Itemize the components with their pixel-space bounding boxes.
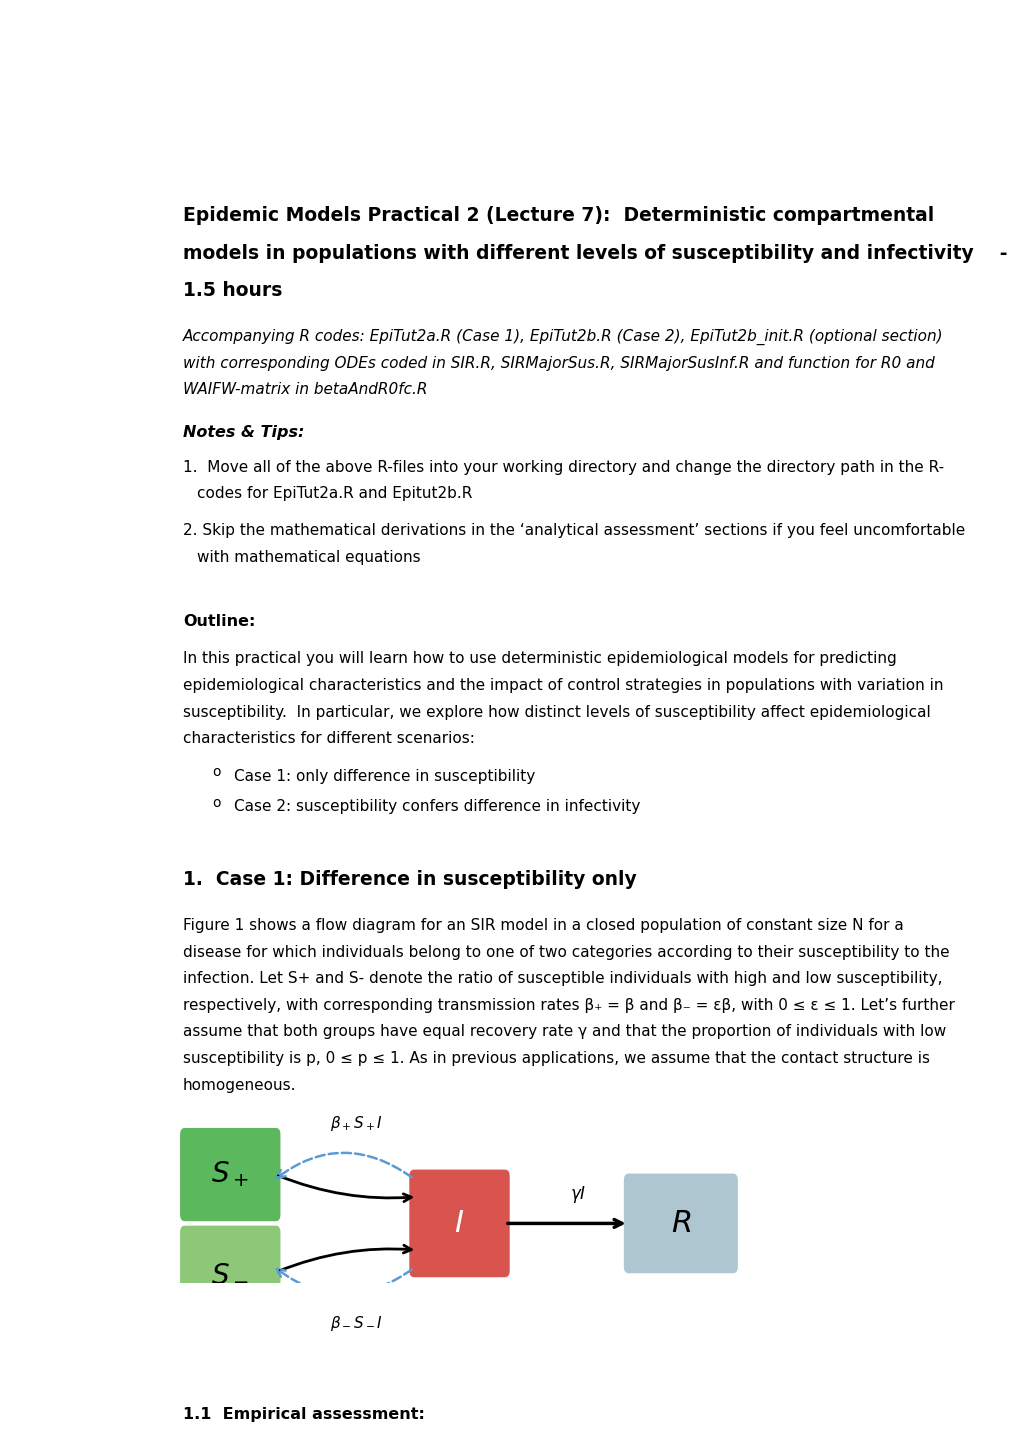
Text: susceptibility is p, 0 ≤ p ≤ 1. As in previous applications, we assume that the : susceptibility is p, 0 ≤ p ≤ 1. As in pr… xyxy=(182,1051,929,1066)
Text: disease for which individuals belong to one of two categories according to their: disease for which individuals belong to … xyxy=(182,945,949,959)
Text: Accompanying R codes: EpiTut2a.R (Case 1), EpiTut2b.R (Case 2), EpiTut2b_init.R : Accompanying R codes: EpiTut2a.R (Case 1… xyxy=(182,329,943,345)
Text: with mathematical equations: with mathematical equations xyxy=(197,549,420,565)
FancyArrowPatch shape xyxy=(278,1175,411,1201)
Text: $S_-$: $S_-$ xyxy=(211,1259,249,1286)
Text: Epidemic Models Practical 2 (Lecture 7):  Deterministic compartmental: Epidemic Models Practical 2 (Lecture 7):… xyxy=(182,206,933,225)
Text: Notes & Tips:: Notes & Tips: xyxy=(182,425,304,440)
FancyBboxPatch shape xyxy=(624,1174,737,1273)
Text: 1.  Move all of the above R-files into your working directory and change the dir: 1. Move all of the above R-files into yo… xyxy=(182,460,943,474)
Text: homogeneous.: homogeneous. xyxy=(182,1077,297,1093)
Text: $\beta_-S_-I$: $\beta_-S_-I$ xyxy=(330,1314,383,1332)
FancyBboxPatch shape xyxy=(409,1169,510,1278)
Text: 1.1  Empirical assessment:: 1.1 Empirical assessment: xyxy=(182,1406,424,1422)
Text: o: o xyxy=(212,766,220,779)
Text: respectively, with corresponding transmission rates β₊ = β and β₋ = εβ, with 0 ≤: respectively, with corresponding transmi… xyxy=(182,998,954,1012)
Text: Case 2: susceptibility confers difference in infectivity: Case 2: susceptibility confers differenc… xyxy=(234,799,640,815)
Text: infection. Let S+ and S- denote the ratio of susceptible individuals with high a: infection. Let S+ and S- denote the rati… xyxy=(182,970,942,986)
Text: models in populations with different levels of susceptibility and infectivity   : models in populations with different lev… xyxy=(182,244,1007,262)
Text: $I$: $I$ xyxy=(454,1208,464,1237)
Text: assume that both groups have equal recovery rate γ and that the proportion of in: assume that both groups have equal recov… xyxy=(182,1024,946,1040)
Text: characteristics for different scenarios:: characteristics for different scenarios: xyxy=(182,731,474,747)
Text: susceptibility.  In particular, we explore how distinct levels of susceptibility: susceptibility. In particular, we explor… xyxy=(182,705,929,720)
Text: $R$: $R$ xyxy=(671,1208,690,1237)
FancyArrowPatch shape xyxy=(277,1152,412,1178)
FancyArrowPatch shape xyxy=(277,1269,412,1293)
Text: 2. Skip the mathematical derivations in the ‘analytical assessment’ sections if : 2. Skip the mathematical derivations in … xyxy=(182,523,964,538)
Text: 1.  Case 1: Difference in susceptibility only: 1. Case 1: Difference in susceptibility … xyxy=(182,870,636,888)
Text: Outline:: Outline: xyxy=(182,614,255,629)
Text: Figure 1 shows a flow diagram for an SIR model in a closed population of constan: Figure 1 shows a flow diagram for an SIR… xyxy=(182,919,903,933)
Text: Case 1: only difference in susceptibility: Case 1: only difference in susceptibilit… xyxy=(234,769,535,783)
FancyArrowPatch shape xyxy=(507,1220,622,1227)
Text: o: o xyxy=(212,796,220,810)
FancyBboxPatch shape xyxy=(180,1128,280,1221)
Text: codes for EpiTut2a.R and Epitut2b.R: codes for EpiTut2a.R and Epitut2b.R xyxy=(197,486,472,502)
Text: epidemiological characteristics and the impact of control strategies in populati: epidemiological characteristics and the … xyxy=(182,678,943,694)
Text: $\gamma I$: $\gamma I$ xyxy=(570,1184,586,1206)
Text: 1.5 hours: 1.5 hours xyxy=(182,281,282,300)
Text: $\beta_+S_+I$: $\beta_+S_+I$ xyxy=(330,1115,383,1133)
Text: with corresponding ODEs coded in SIR.R, SIRMajorSus.R, SIRMajorSusInf.R and func: with corresponding ODEs coded in SIR.R, … xyxy=(182,356,933,371)
Text: WAIFW-matrix in betaAndR0fc.R: WAIFW-matrix in betaAndR0fc.R xyxy=(182,382,427,397)
FancyArrowPatch shape xyxy=(278,1246,411,1272)
Text: $S_+$: $S_+$ xyxy=(211,1159,249,1190)
Text: In this practical you will learn how to use deterministic epidemiological models: In this practical you will learn how to … xyxy=(182,652,896,666)
FancyBboxPatch shape xyxy=(180,1226,280,1319)
